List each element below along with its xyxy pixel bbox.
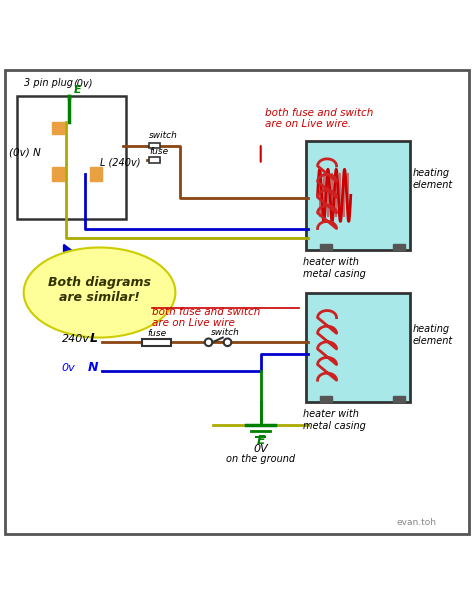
Circle shape	[224, 338, 231, 346]
Text: 0v: 0v	[62, 363, 75, 373]
Bar	[142, 339, 171, 345]
Text: evan.toh: evan.toh	[396, 518, 436, 527]
Bar	[393, 396, 405, 402]
Bar	[52, 167, 64, 181]
Text: heating
element: heating element	[412, 168, 453, 190]
Text: on the ground: on the ground	[226, 454, 295, 464]
FancyBboxPatch shape	[306, 141, 410, 250]
Text: fuse: fuse	[147, 329, 166, 338]
FancyBboxPatch shape	[17, 96, 126, 219]
Circle shape	[205, 338, 212, 346]
Text: (0v): (0v)	[73, 79, 93, 88]
Bar	[52, 122, 64, 133]
Text: heater with
metal casing: heater with metal casing	[303, 409, 366, 431]
Ellipse shape	[24, 248, 175, 338]
Text: both fuse and switch
are on Live wire.: both fuse and switch are on Live wire.	[265, 108, 374, 129]
Text: switch: switch	[149, 132, 178, 141]
Text: N: N	[88, 361, 98, 374]
Text: 240v: 240v	[62, 334, 90, 344]
Text: both fuse and switch
are on Live wire: both fuse and switch are on Live wire	[152, 307, 260, 329]
Text: 0V: 0V	[253, 445, 268, 454]
Bar	[320, 396, 332, 402]
Text: heating
element: heating element	[412, 324, 453, 346]
FancyBboxPatch shape	[306, 292, 410, 402]
Text: heater with
metal casing: heater with metal casing	[303, 257, 366, 278]
Text: E: E	[256, 434, 265, 447]
Text: E: E	[73, 85, 81, 95]
Bar	[320, 244, 332, 250]
Bar	[149, 143, 160, 149]
Text: fuse: fuse	[149, 147, 168, 156]
Bar	[393, 244, 405, 250]
Text: L: L	[90, 332, 98, 345]
FancyBboxPatch shape	[5, 69, 469, 535]
Bar	[90, 167, 102, 181]
Text: switch: switch	[211, 328, 240, 337]
Text: 3 pin plug: 3 pin plug	[24, 79, 73, 88]
Bar	[149, 158, 160, 163]
Text: Both diagrams
are similar!: Both diagrams are similar!	[48, 276, 151, 304]
Text: (0v) N: (0v) N	[9, 147, 41, 157]
Text: L (240v): L (240v)	[100, 158, 140, 168]
